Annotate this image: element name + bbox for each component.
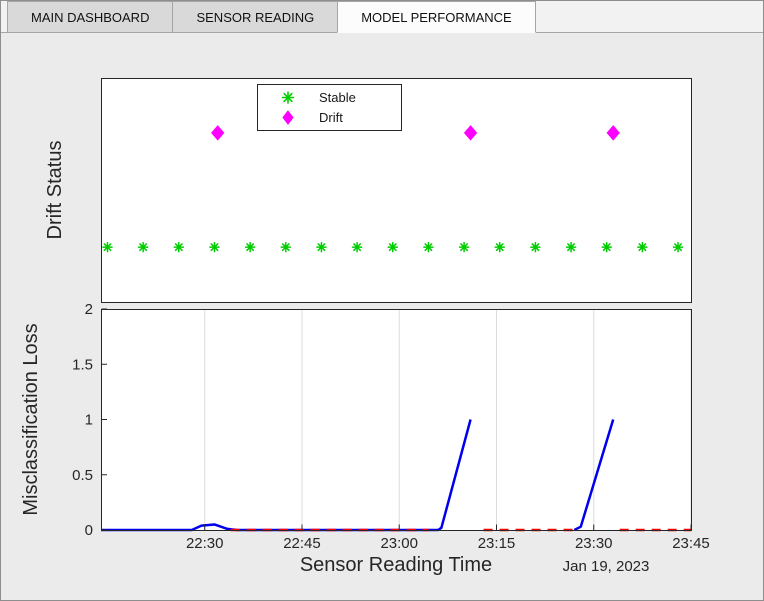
stable-marker — [530, 241, 541, 253]
stable-marker — [672, 241, 684, 253]
drift-marker — [463, 125, 478, 141]
x-tick-label: 23:45 — [672, 535, 710, 552]
stable-marker — [387, 241, 399, 253]
x-tick-label: 22:30 — [186, 535, 224, 552]
stable-marker — [209, 241, 220, 253]
drift-marker — [606, 125, 620, 141]
tab-sensor-reading-label: SENSOR READING — [196, 9, 315, 25]
x-tick-label: 22:45 — [283, 535, 321, 552]
drift-status-ylabel: Drift Status — [44, 141, 66, 240]
x-axis-date-label: Jan 19, 2023 — [563, 558, 650, 575]
loss-chart: 22:30 22:45 23:00 23:15 23:30 23:45 0 0.5 1 1.5 2 S… — [20, 301, 710, 576]
drift-series — [211, 125, 620, 141]
x-tick-label: 23:15 — [478, 535, 516, 552]
model-performance-panel: Drift Status Stable Drift 22:30 22:45 23:00 23… — [1, 33, 763, 600]
tab-bar: MAIN DASHBOARD SENSOR READING MODEL PERF… — [1, 1, 763, 33]
tab-main-dashboard-label: MAIN DASHBOARD — [31, 9, 150, 25]
y-axis: 0 0.5 1 1.5 2 — [72, 301, 107, 539]
figure-canvas: Drift Status Stable Drift 22:30 22:45 23:00 23… — [20, 78, 710, 576]
stable-marker — [137, 241, 149, 253]
x-axis: 22:30 22:45 23:00 23:15 23:30 23:45 — [186, 524, 710, 552]
stable-marker — [280, 241, 292, 253]
tab-sensor-reading[interactable]: SENSOR READING — [172, 1, 339, 32]
stable-marker — [458, 241, 470, 253]
stable-marker — [423, 241, 434, 253]
drift-status-chart: Drift Status Stable Drift — [44, 78, 692, 303]
legend-stable-label: Stable — [319, 90, 356, 105]
legend-stable-marker-icon — [281, 91, 295, 104]
stable-marker — [565, 241, 577, 253]
x-tick-label: 23:30 — [575, 535, 613, 552]
tab-main-dashboard[interactable]: MAIN DASHBOARD — [7, 1, 174, 32]
stable-series — [102, 241, 684, 253]
stable-marker — [244, 241, 256, 253]
loss-axes-background — [101, 309, 691, 530]
legend-drift-marker-icon — [282, 110, 294, 125]
y-tick-label: 2 — [85, 301, 93, 318]
loss-line-series — [101, 419, 615, 532]
legend: Stable Drift — [257, 84, 402, 131]
loss-ylabel: Misclassification Loss — [20, 323, 42, 515]
drift-marker — [211, 125, 225, 141]
stable-marker — [102, 241, 113, 253]
stable-marker — [601, 241, 612, 253]
stable-marker — [494, 241, 505, 253]
stable-marker — [316, 241, 327, 253]
legend-box — [257, 84, 402, 131]
stable-marker — [173, 241, 185, 253]
y-tick-label: 1.5 — [72, 356, 93, 373]
tab-model-performance-label: MODEL PERFORMANCE — [361, 9, 512, 25]
y-tick-label: 1 — [85, 412, 93, 429]
loss-xlabel: Sensor Reading Time — [300, 554, 492, 576]
drift-axes-box — [101, 78, 692, 303]
legend-drift-label: Drift — [319, 110, 343, 125]
tab-model-performance[interactable]: MODEL PERFORMANCE — [337, 1, 536, 33]
y-tick-label: 0.5 — [72, 467, 93, 484]
stable-marker — [637, 241, 648, 253]
stable-marker — [351, 241, 363, 253]
y-tick-label: 0 — [85, 522, 93, 539]
x-tick-label: 23:00 — [380, 535, 418, 552]
